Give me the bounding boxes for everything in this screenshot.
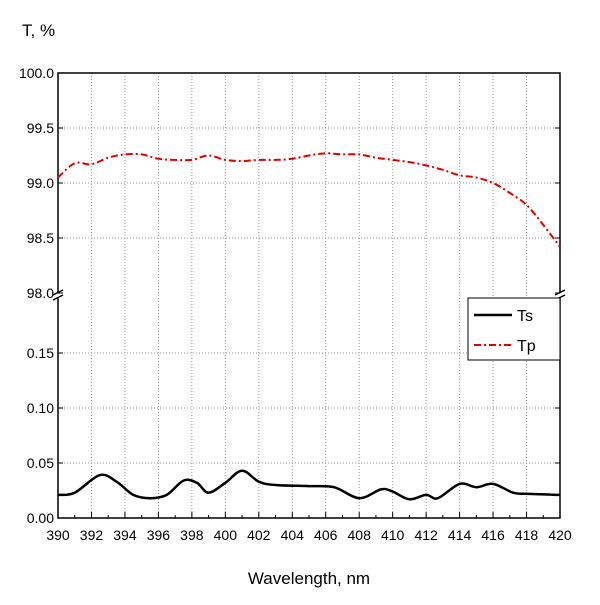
axis-break-mark [52,294,64,301]
upper-frame [57,72,561,293]
y-tick-label: 98.5 [27,230,54,246]
x-tick-label: 414 [448,527,472,543]
y-tick-label: 0.00 [27,510,54,526]
x-tick-label: 406 [314,527,338,543]
x-tick-label: 392 [80,527,104,543]
series [57,152,561,501]
x-tick-label: 418 [515,527,539,543]
x-tick-label: 390 [46,527,70,543]
y-tick-label: 99.0 [27,175,54,191]
legend-label-ts: Ts [517,308,533,325]
x-tick-label: 402 [247,527,271,543]
grid [58,73,560,518]
series-line-tp [57,152,561,248]
lower-frame [57,298,561,519]
axes: 390 392 394 396 398 400 402 404 406 408 410 412 414 4… [19,65,572,543]
legend-box [467,297,561,361]
x-tick-label: 400 [214,527,238,543]
x-tick-label: 408 [348,527,372,543]
x-axis-label: Wavelength, nm [248,569,370,588]
y-tick-label: 0.15 [27,345,54,361]
x-tick-label: 410 [381,527,405,543]
x-tick-label: 412 [414,527,438,543]
legend-label-tp: Tp [517,338,536,355]
y-tick-label: 0.10 [27,400,54,416]
x-tick-label: 404 [281,527,305,543]
x-tick-label: 398 [180,527,204,543]
y-tick-label: 98.0 [27,285,54,301]
x-tick-label: 396 [147,527,171,543]
y-tick-label: 100.0 [19,65,54,81]
y-tick-label: 99.5 [27,120,54,136]
y-axis-label: T, % [22,21,55,40]
x-tick-label: 416 [481,527,505,543]
legend: Ts Tp [467,297,561,361]
axis-break-mark [52,289,64,296]
y-tick-label: 0.05 [27,455,54,471]
series-line-ts [57,469,561,501]
axis-break-mark [554,289,566,296]
x-tick-label: 394 [113,527,137,543]
x-tick-label: 420 [548,527,572,543]
